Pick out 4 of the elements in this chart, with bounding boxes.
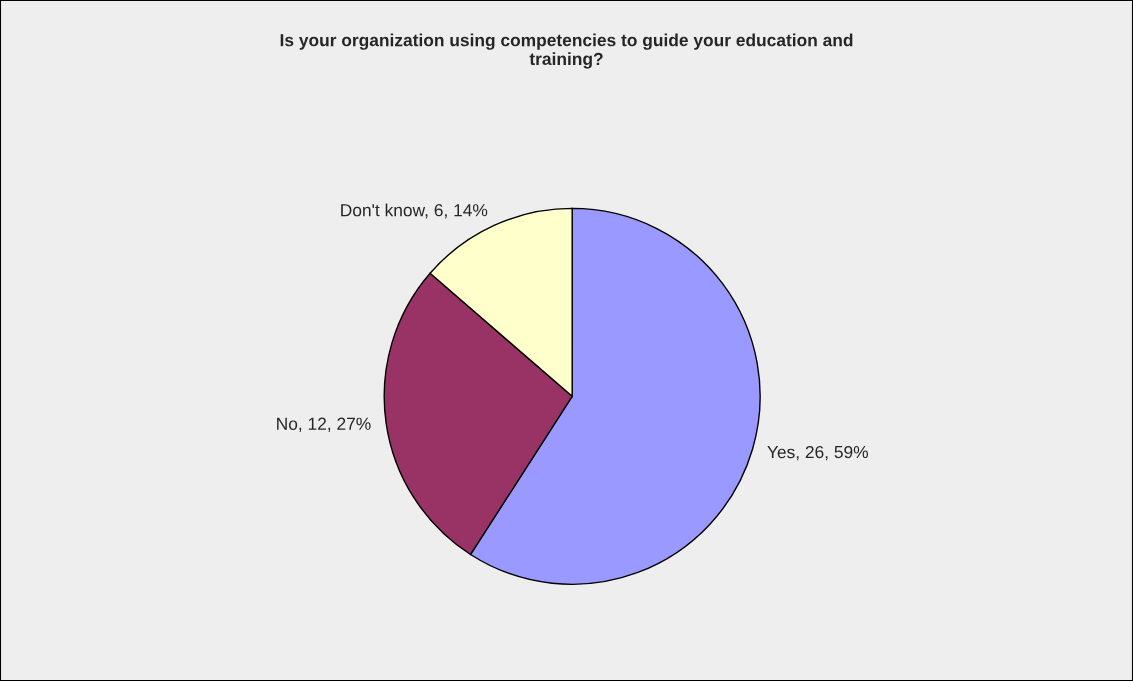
- slice-label: Yes, 26, 59%: [767, 445, 868, 461]
- chart-title: Is your organization using competencies to guide your education and training?: [280, 33, 853, 69]
- slice-label: No, 12, 27%: [277, 417, 371, 432]
- slice-label: Don't know, 6, 14%: [341, 203, 488, 219]
